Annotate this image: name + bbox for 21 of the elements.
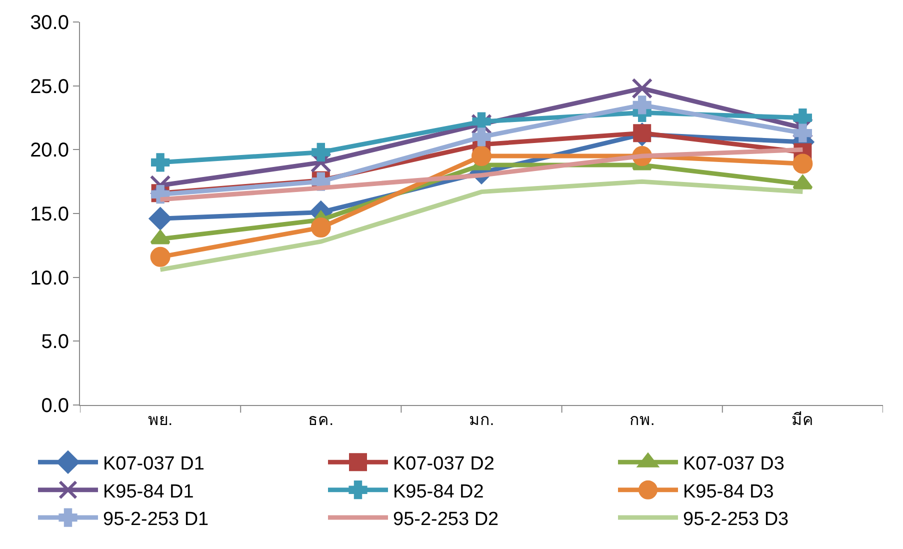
legend-label: K95-84 D3 [683,481,774,502]
y-tick-label: 0.0 [41,395,69,417]
x-tick-label: มก. [468,412,494,430]
x-tick-label: กพ. [629,412,655,430]
legend-label: K07-037 D3 [683,454,784,475]
legend-label: 95-2-253 D2 [393,508,499,530]
y-tick-label: 10.0 [30,267,69,290]
y-tick-label: 5.0 [41,331,69,354]
x-tick-label: พย. [148,412,173,430]
legend-label: K95-84 D2 [393,481,484,502]
legend-label: 95-2-253 D3 [683,508,789,530]
y-tick-label: 15.0 [30,204,69,226]
y-tick-label: 25.0 [30,76,69,98]
legend-label: K07-037 D2 [393,454,494,475]
x-tick-label: ธค. [308,412,334,430]
y-tick-label: 20.0 [30,140,69,162]
y-tick-label: 30.0 [30,12,69,34]
legend-label: K07-037 D1 [103,454,204,475]
x-tick-label: มีค [792,411,814,430]
legend-label: K95-84 D1 [103,481,194,502]
legend-label: 95-2-253 D1 [103,508,209,530]
